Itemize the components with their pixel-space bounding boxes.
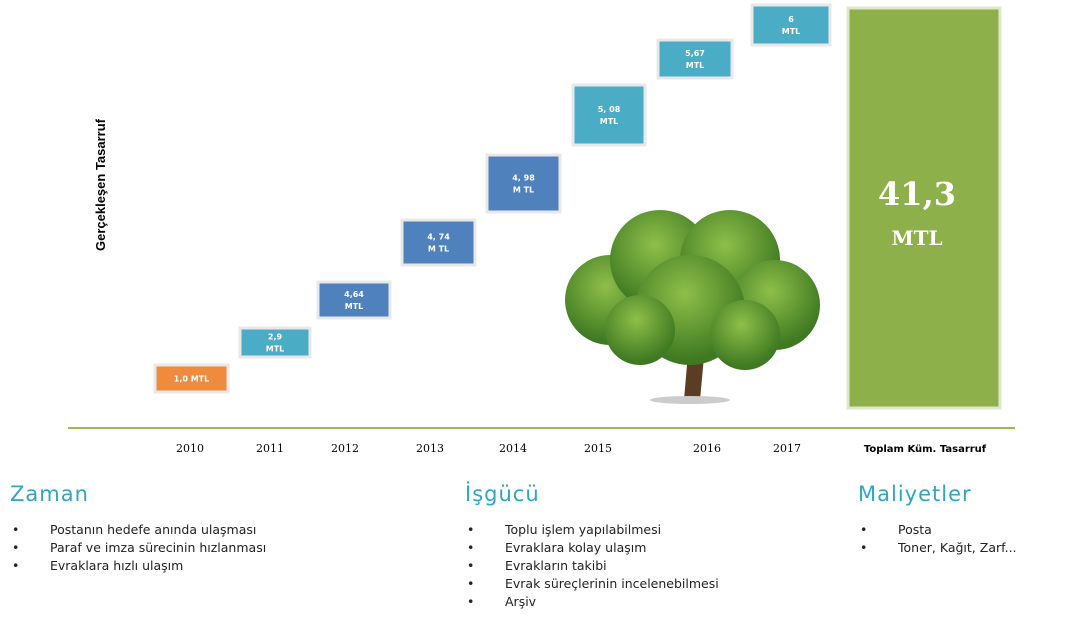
- step-box: [318, 282, 390, 318]
- step-unit: MTL: [782, 27, 801, 36]
- list-item: Paraf ve imza sürecinin hızlanması: [10, 540, 266, 558]
- step-box: [573, 85, 645, 145]
- step-unit: MTL: [345, 302, 364, 311]
- section: İşgücü Toplu işlem yapılabilmesiEvraklara…: [465, 482, 719, 612]
- step-box: [487, 155, 560, 212]
- list: Toplu işlem yapılabilmesiEvraklara kolay…: [465, 522, 719, 612]
- year-label: 2017: [773, 442, 801, 455]
- step-value: 4,64: [344, 290, 364, 299]
- list: Postanın hedefe anında ulaşmasıParaf ve …: [10, 522, 266, 576]
- year-label: 2016: [693, 442, 721, 455]
- list: PostaToner, Kağıt, Zarf...: [858, 522, 1017, 558]
- section: Zaman Postanın hedefe anında ulaşmasıPara…: [10, 482, 266, 576]
- y-axis-label: Gerçekleşen Tasarruf: [93, 118, 108, 251]
- step-box: [752, 5, 830, 45]
- step-box: [658, 40, 732, 78]
- step-value: 4, 98: [512, 174, 535, 183]
- list-item: Toner, Kağıt, Zarf...: [858, 540, 1017, 558]
- year-label: 2010: [176, 442, 204, 455]
- step-unit: M TL: [428, 245, 449, 254]
- step-box: [402, 220, 475, 265]
- list-item: Evraklara kolay ulaşım: [465, 540, 719, 558]
- list-item: Postanın hedefe anında ulaşması: [10, 522, 266, 540]
- step-value: 5, 08: [598, 105, 621, 114]
- list-item: Evrakların takibi: [465, 558, 719, 576]
- step-unit: M TL: [513, 186, 534, 195]
- section-title: İşgücü: [465, 482, 719, 506]
- section-title: Zaman: [10, 482, 266, 506]
- year-label: 2012: [331, 442, 359, 455]
- step-value: 1,0 MTL: [174, 375, 209, 384]
- step-value: 4, 74: [427, 233, 450, 242]
- list-item: Evraklara hızlı ulaşım: [10, 558, 266, 576]
- year-label: 2011: [256, 442, 284, 455]
- list-item: Toplu işlem yapılabilmesi: [465, 522, 719, 540]
- year-label: 2015: [584, 442, 612, 455]
- list-item: Evrak süreçlerinin incelenebilmesi: [465, 576, 719, 594]
- list-item: Arşiv: [465, 594, 719, 612]
- total-value: 41,3: [878, 175, 956, 213]
- total-unit: MTL: [891, 226, 942, 250]
- year-label: 2014: [499, 442, 527, 455]
- list-item: Posta: [858, 522, 1017, 540]
- year-label: 2013: [416, 442, 444, 455]
- step-value: 5,67: [685, 49, 705, 58]
- step-unit: MTL: [266, 345, 285, 354]
- section-title: Maliyetler: [858, 482, 1017, 506]
- page: Gerçekleşen Tasarruf 41,3 MTL Toplam Küm…: [0, 0, 1088, 629]
- step-unit: MTL: [600, 117, 619, 126]
- step-value: 6: [788, 15, 794, 24]
- step-unit: MTL: [686, 61, 705, 70]
- total-label: Toplam Küm. Tasarruf: [864, 444, 987, 455]
- tree: [565, 210, 820, 404]
- step-value: 2,9: [268, 333, 283, 342]
- section: Maliyetler PostaToner, Kağıt, Zarf...: [858, 482, 1017, 558]
- infographic: Gerçekleşen Tasarruf 41,3 MTL Toplam Küm…: [0, 0, 1088, 470]
